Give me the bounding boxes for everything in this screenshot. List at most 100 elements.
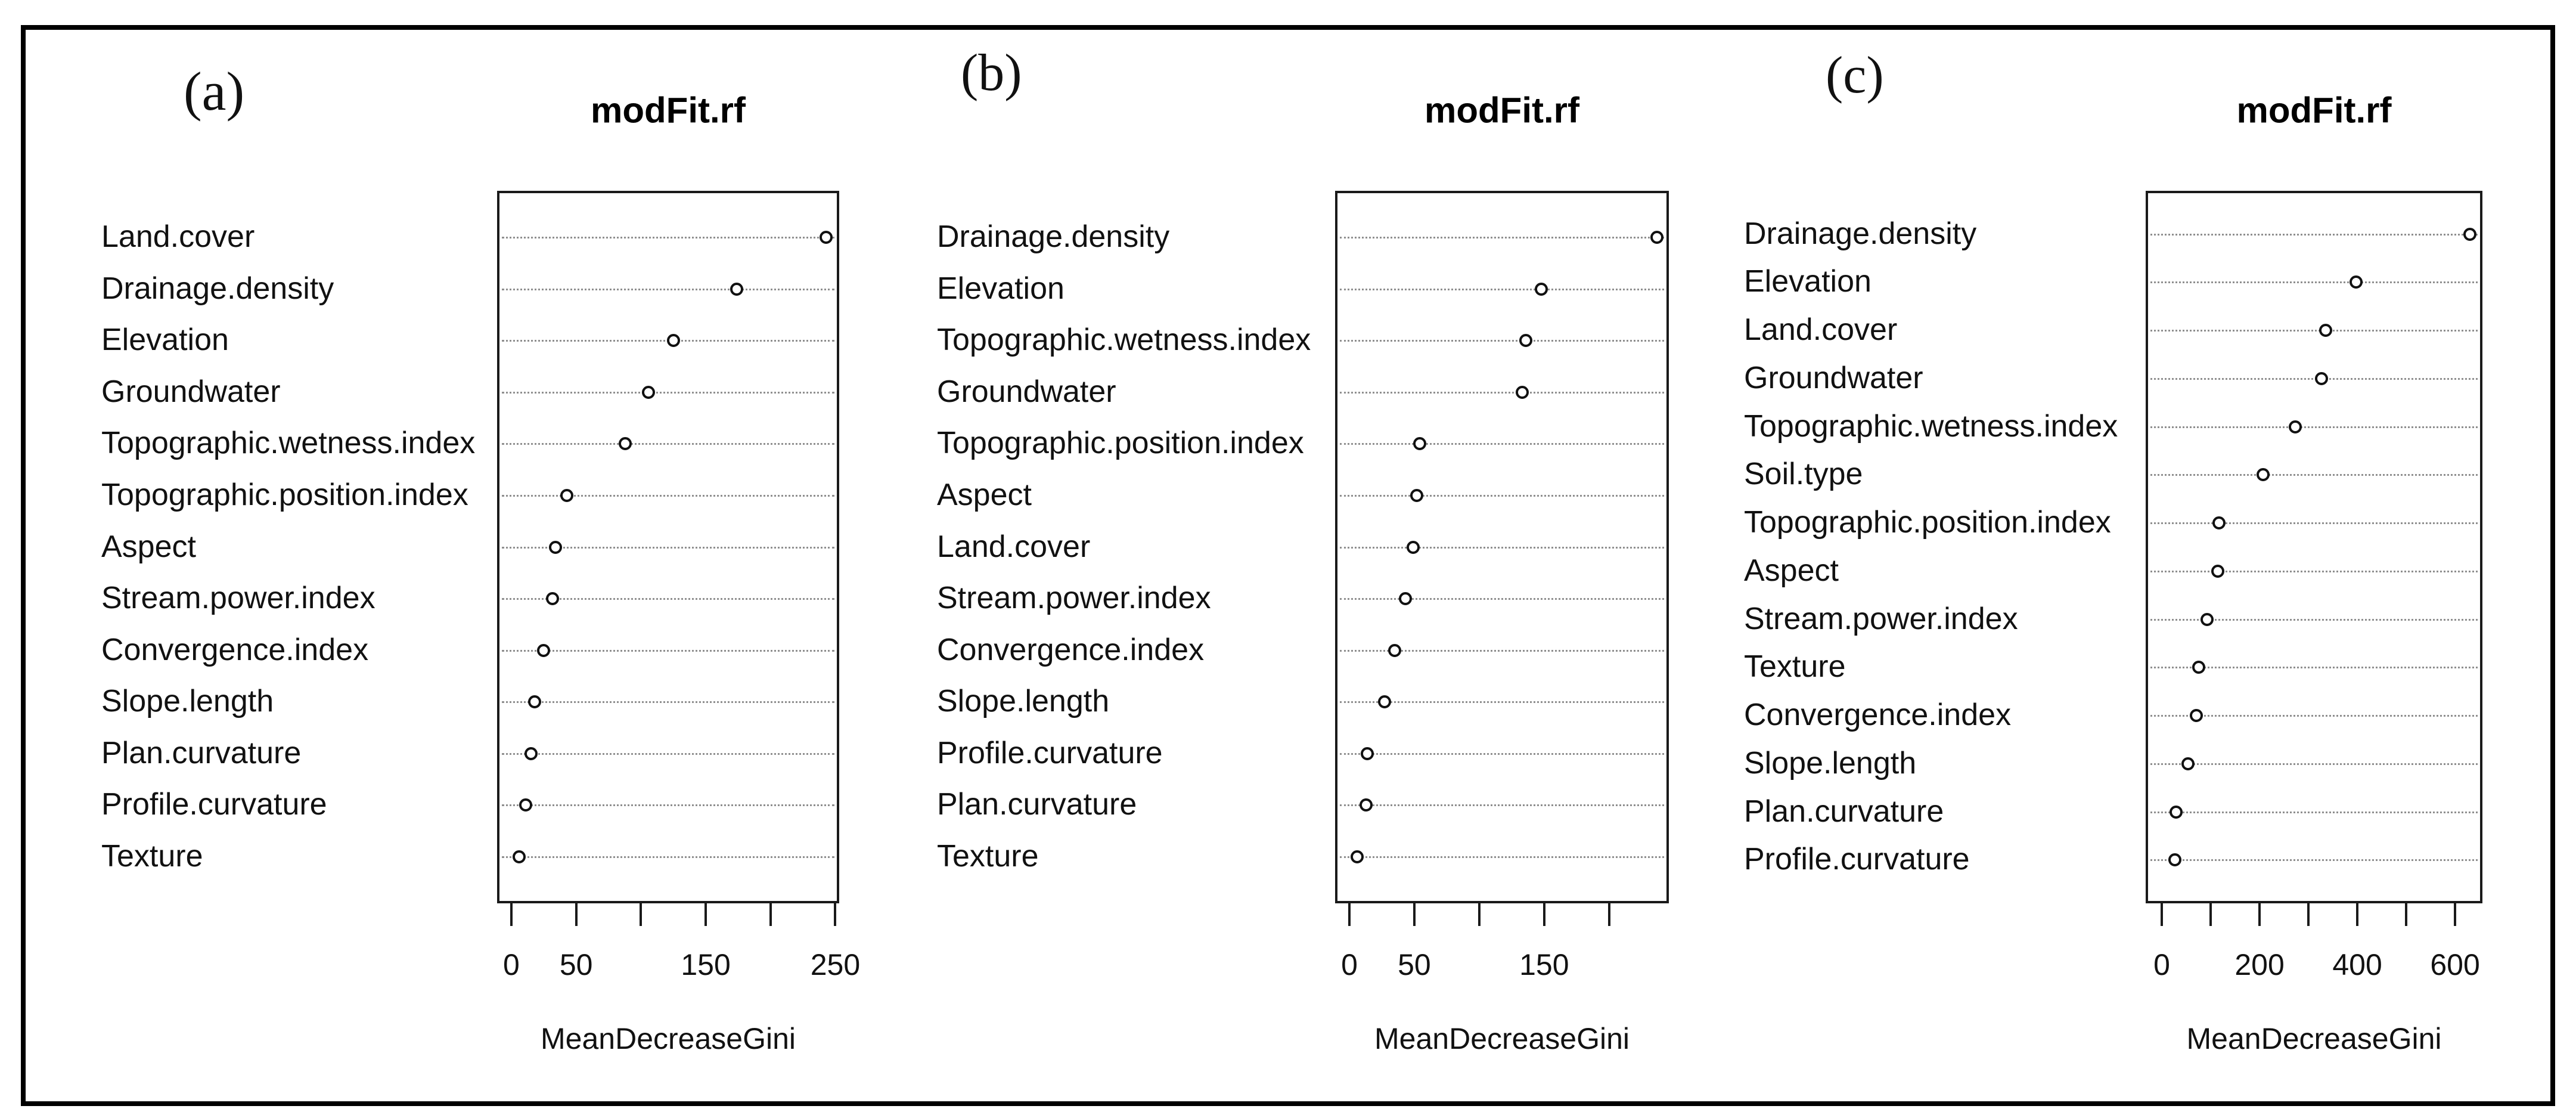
variable-label: Elevation [1744, 264, 1872, 299]
data-point [2315, 371, 2329, 385]
gridline [502, 546, 834, 549]
variable-label: Aspect [1744, 553, 1839, 588]
data-point [642, 385, 656, 399]
chart-title: modFit.rf [2236, 90, 2392, 131]
variable-label: Texture [937, 838, 1039, 874]
gridline [1340, 236, 1664, 239]
gridline [2150, 330, 2478, 332]
axis-tick [1607, 903, 1610, 926]
variable-label: Texture [1744, 649, 1846, 685]
data-point [2212, 516, 2226, 530]
data-point [820, 230, 833, 244]
data-point [1535, 282, 1548, 296]
x-axis-title: MeanDecreaseGini [541, 1022, 796, 1055]
variable-label: Topographic.wetness.index [101, 426, 476, 461]
variable-label: Land.cover [1744, 312, 1898, 347]
plot-box [1335, 191, 1669, 903]
data-point [2168, 853, 2182, 867]
data-point [2319, 324, 2332, 337]
axis-tick [769, 903, 772, 926]
data-point [666, 334, 680, 348]
gridline [1340, 701, 1664, 704]
gridline [502, 752, 834, 755]
gridline [2150, 570, 2478, 572]
gridline [502, 236, 834, 239]
axis-tick-label: 50 [559, 948, 593, 981]
figure-border [21, 25, 2555, 1106]
variable-label: Slope.length [1744, 745, 1917, 781]
data-point [1413, 437, 1426, 451]
axis-tick [1413, 903, 1416, 926]
gridline [502, 856, 834, 859]
gridline [2150, 859, 2478, 862]
variable-label: Convergence.index [101, 632, 369, 667]
data-point [2190, 709, 2203, 723]
data-point [524, 747, 538, 760]
axis-tick [510, 903, 513, 926]
gridline [2150, 667, 2478, 669]
data-point [1406, 540, 1420, 554]
gridline [2150, 522, 2478, 525]
gridline [2150, 618, 2478, 621]
gridline [2150, 811, 2478, 813]
variable-label: Drainage.density [101, 271, 334, 306]
variable-label: Plan.curvature [1744, 794, 1944, 829]
variable-label: Groundwater [1744, 360, 1923, 395]
axis-tick [575, 903, 578, 926]
variable-label: Land.cover [101, 219, 255, 254]
axis-tick [704, 903, 707, 926]
data-point [1377, 695, 1391, 709]
gridline [1340, 649, 1664, 652]
data-point [619, 437, 632, 451]
gridline [2150, 715, 2478, 717]
gridline [2150, 233, 2478, 236]
axis-tick [1543, 903, 1545, 926]
axis-tick [2209, 903, 2212, 926]
variable-label: Aspect [937, 477, 1032, 512]
x-axis-title: MeanDecreaseGini [1374, 1022, 1630, 1055]
gridline [1340, 598, 1664, 600]
variable-label: Profile.curvature [1744, 842, 1970, 877]
variable-label: Topographic.position.index [1744, 504, 2111, 540]
axis-tick [2258, 903, 2261, 926]
variable-label: Plan.curvature [937, 787, 1137, 822]
panel-letter: (b) [961, 44, 1022, 102]
gridline [1340, 546, 1664, 549]
panel-letter: (a) [184, 61, 245, 122]
axis-tick [1348, 903, 1351, 926]
gridline [2150, 426, 2478, 428]
axis-tick-label: 0 [2153, 948, 2170, 981]
axis-tick-label: 400 [2332, 948, 2382, 981]
axis-tick [1478, 903, 1481, 926]
variable-label: Elevation [101, 322, 229, 357]
data-point [1519, 334, 1533, 348]
data-point [2181, 757, 2195, 770]
gridline [502, 391, 834, 394]
axis-tick [834, 903, 837, 926]
gridline [502, 288, 834, 290]
variable-label: Land.cover [937, 529, 1091, 564]
axis-tick [2454, 903, 2457, 926]
data-point [2169, 805, 2183, 819]
axis-tick-label: 0 [503, 948, 520, 981]
gridline [2150, 474, 2478, 476]
axis-tick [640, 903, 643, 926]
gridline [1340, 494, 1664, 497]
data-point [546, 592, 560, 606]
data-point [1361, 747, 1374, 760]
variable-label: Profile.curvature [101, 787, 327, 822]
data-point [2350, 275, 2363, 289]
variable-label: Plan.curvature [101, 735, 302, 770]
gridline [502, 443, 834, 445]
gridline [502, 494, 834, 497]
axis-tick [2307, 903, 2310, 926]
x-axis-title: MeanDecreaseGini [2186, 1022, 2442, 1055]
axis-tick [2161, 903, 2164, 926]
gridline [2150, 763, 2478, 765]
data-point [730, 282, 744, 296]
data-point [528, 695, 542, 709]
gridline [2150, 281, 2478, 284]
